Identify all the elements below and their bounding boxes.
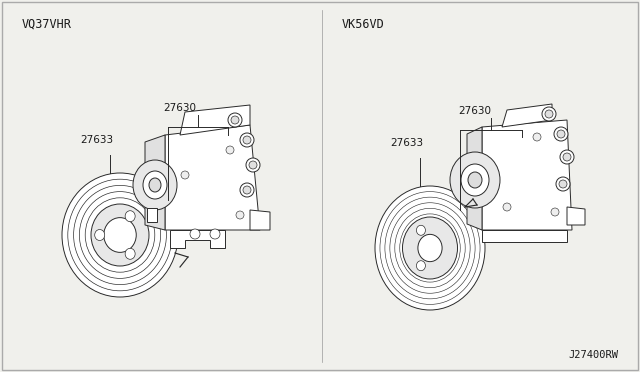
Polygon shape: [567, 207, 585, 225]
Polygon shape: [467, 127, 482, 230]
Ellipse shape: [461, 164, 489, 196]
Circle shape: [533, 133, 541, 141]
Ellipse shape: [417, 261, 426, 271]
FancyBboxPatch shape: [147, 208, 157, 222]
Ellipse shape: [246, 158, 260, 172]
Ellipse shape: [542, 107, 556, 121]
Ellipse shape: [133, 160, 177, 210]
Ellipse shape: [375, 186, 485, 310]
Ellipse shape: [240, 133, 254, 147]
Text: 27630: 27630: [458, 106, 491, 116]
Ellipse shape: [231, 116, 239, 124]
Polygon shape: [502, 104, 552, 127]
Ellipse shape: [143, 171, 167, 199]
Circle shape: [210, 229, 220, 239]
Polygon shape: [180, 105, 250, 135]
Ellipse shape: [243, 136, 251, 144]
Ellipse shape: [560, 150, 574, 164]
Ellipse shape: [556, 177, 570, 191]
Polygon shape: [145, 135, 165, 230]
Circle shape: [181, 171, 189, 179]
Text: VK56VD: VK56VD: [342, 18, 385, 31]
Ellipse shape: [545, 110, 553, 118]
Ellipse shape: [554, 127, 568, 141]
Circle shape: [226, 146, 234, 154]
Ellipse shape: [249, 161, 257, 169]
Ellipse shape: [125, 248, 135, 259]
Ellipse shape: [95, 230, 105, 241]
Ellipse shape: [563, 153, 571, 161]
Ellipse shape: [468, 172, 482, 188]
Circle shape: [236, 211, 244, 219]
Ellipse shape: [240, 183, 254, 197]
Circle shape: [551, 208, 559, 216]
Text: J27400RW: J27400RW: [568, 350, 618, 360]
Text: 27633: 27633: [390, 138, 423, 148]
Text: 27633: 27633: [80, 135, 113, 145]
Ellipse shape: [125, 211, 135, 222]
Polygon shape: [165, 125, 260, 230]
Circle shape: [503, 203, 511, 211]
Ellipse shape: [403, 217, 458, 279]
Ellipse shape: [228, 113, 242, 127]
Polygon shape: [482, 120, 572, 230]
Ellipse shape: [418, 234, 442, 262]
Polygon shape: [250, 210, 270, 230]
Text: 27630: 27630: [163, 103, 196, 113]
Ellipse shape: [104, 218, 136, 252]
Polygon shape: [170, 230, 225, 248]
Ellipse shape: [243, 186, 251, 194]
Ellipse shape: [559, 180, 567, 188]
Ellipse shape: [91, 204, 149, 266]
Ellipse shape: [450, 152, 500, 208]
Ellipse shape: [149, 178, 161, 192]
Ellipse shape: [417, 225, 426, 235]
Ellipse shape: [557, 130, 565, 138]
Ellipse shape: [62, 173, 178, 297]
Text: VQ37VHR: VQ37VHR: [22, 18, 72, 31]
Polygon shape: [482, 230, 567, 242]
Circle shape: [190, 229, 200, 239]
